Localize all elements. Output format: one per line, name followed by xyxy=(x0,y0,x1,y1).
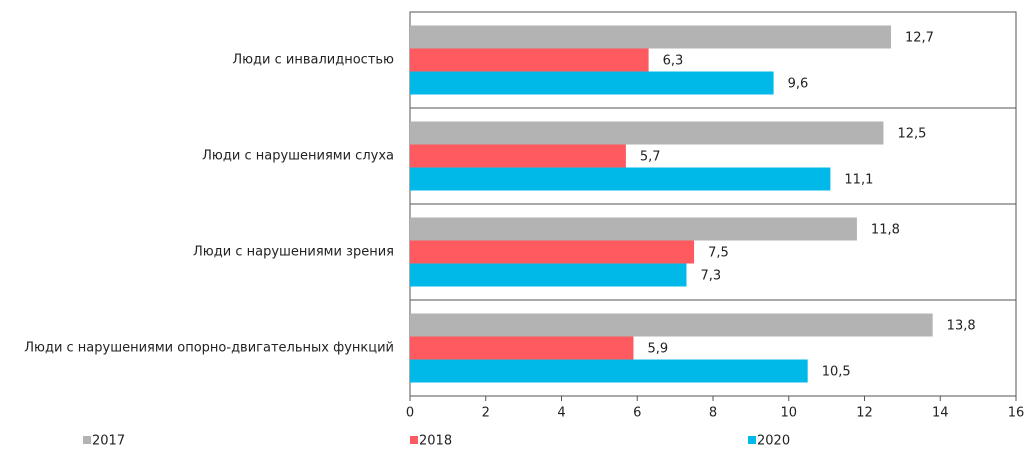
x-tick-label: 10 xyxy=(780,406,797,421)
y-tick-label: Люди с инвалидностью xyxy=(232,53,394,68)
legend-label: 2018 xyxy=(419,434,452,449)
bar xyxy=(410,48,649,72)
x-tick-label: 14 xyxy=(932,406,949,421)
bar xyxy=(410,121,884,145)
x-tick-label: 6 xyxy=(633,406,641,421)
legend-swatch xyxy=(83,436,91,444)
value-label: 5,7 xyxy=(640,150,661,165)
value-label: 12,7 xyxy=(905,31,934,46)
y-tick-label: Люди с нарушениями зрения xyxy=(193,245,394,260)
value-label: 10,5 xyxy=(822,365,851,380)
bar xyxy=(410,144,626,168)
x-tick-label: 0 xyxy=(406,406,414,421)
x-tick-label: 12 xyxy=(856,406,873,421)
y-tick-label: Люди с нарушениями слуха xyxy=(202,149,394,164)
value-label: 6,3 xyxy=(663,54,684,69)
bar xyxy=(410,336,634,360)
value-label: 11,1 xyxy=(844,173,873,188)
x-tick-label: 16 xyxy=(1008,406,1025,421)
value-label: 7,5 xyxy=(708,246,729,261)
bar xyxy=(410,359,808,383)
value-label: 13,8 xyxy=(947,319,976,334)
y-tick-label: Люди с нарушениями опорно-двигательных ф… xyxy=(24,341,394,356)
x-tick-label: 2 xyxy=(482,406,490,421)
bar xyxy=(410,167,831,191)
bar xyxy=(410,313,933,337)
value-label: 7,3 xyxy=(700,269,721,284)
bar xyxy=(410,71,774,95)
value-label: 12,5 xyxy=(897,127,926,142)
legend-swatch xyxy=(410,436,418,444)
legend-label: 2020 xyxy=(757,434,790,449)
bar xyxy=(410,217,857,241)
legend-swatch xyxy=(748,436,756,444)
bar xyxy=(410,263,687,287)
value-label: 9,6 xyxy=(788,77,809,92)
value-label: 11,8 xyxy=(871,223,900,238)
x-tick-label: 8 xyxy=(709,406,717,421)
bar xyxy=(410,25,892,49)
legend-label: 2017 xyxy=(92,434,125,449)
bar xyxy=(410,240,695,264)
value-label: 5,9 xyxy=(647,342,668,357)
x-tick-label: 4 xyxy=(557,406,565,421)
